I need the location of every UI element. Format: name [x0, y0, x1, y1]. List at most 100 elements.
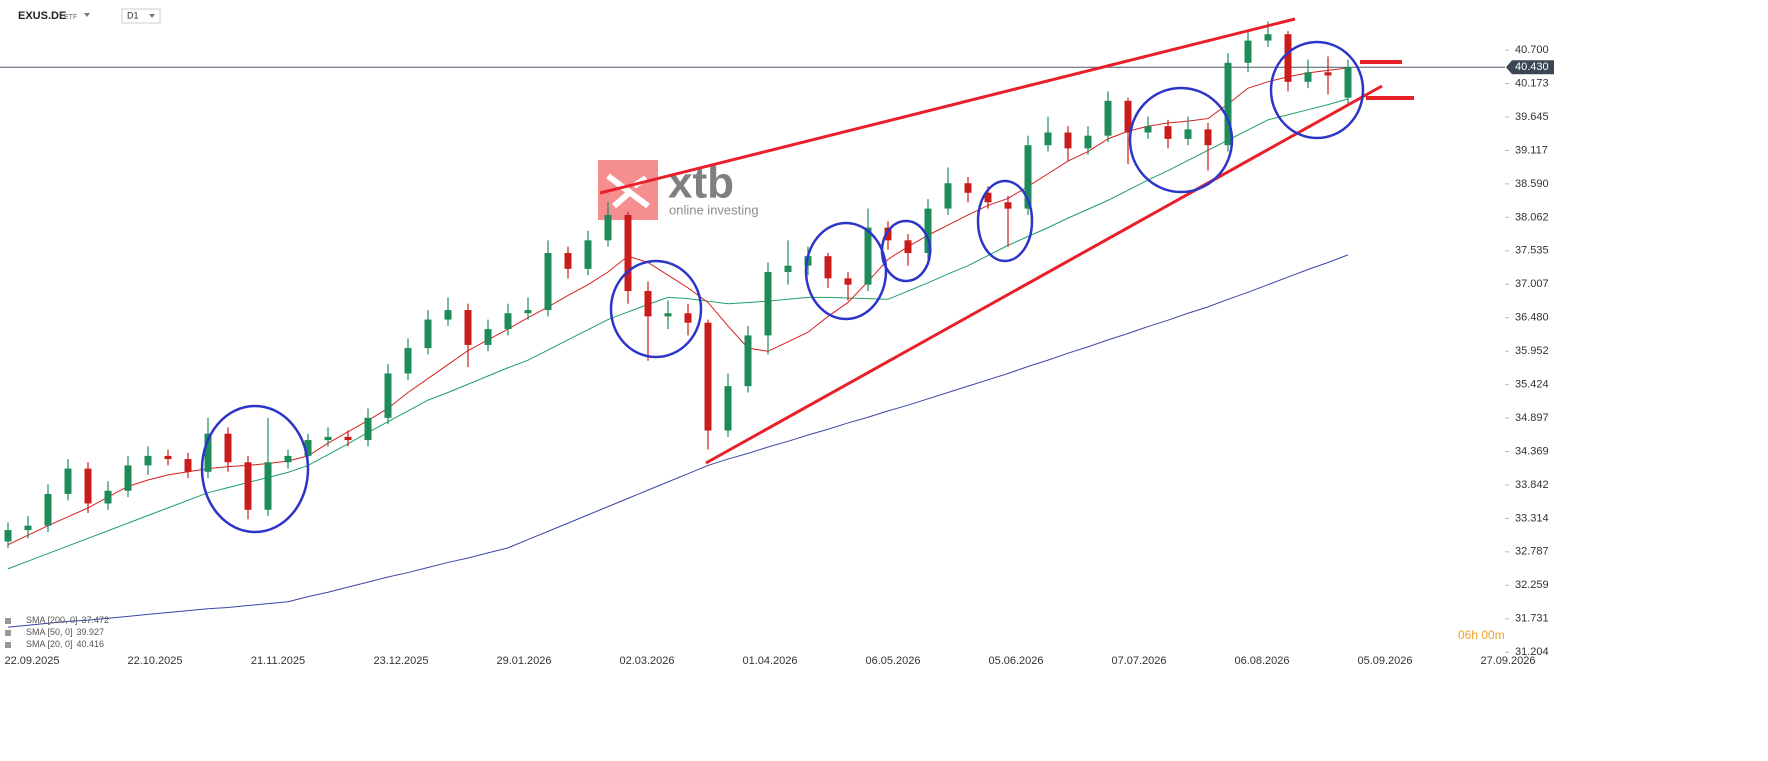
candle-body: [684, 313, 692, 323]
circle-mark: [1128, 86, 1234, 194]
candle-body: [324, 436, 332, 441]
x-tick-label: 06.08.2026: [1234, 655, 1289, 667]
candle-body: [124, 465, 132, 491]
candle-body: [884, 227, 892, 241]
candle-body: [944, 183, 952, 209]
candle-body: [1284, 34, 1292, 82]
candle-body: [1084, 135, 1092, 149]
candle-body: [244, 462, 252, 510]
candle-body: [444, 310, 452, 320]
candle-body: [164, 455, 172, 460]
y-tick-label: 34.369: [1515, 445, 1549, 457]
candle-body: [1204, 129, 1212, 146]
y-tick-label: 35.424: [1515, 379, 1549, 391]
candle-body: [224, 433, 232, 463]
last-price-label: 40.430: [1515, 61, 1549, 73]
candle-body: [144, 455, 152, 466]
candle-body: [1044, 132, 1052, 146]
candle-body: [524, 310, 532, 314]
x-tick-label: 29.01.2026: [496, 655, 551, 667]
x-tick-label: 05.09.2026: [1357, 655, 1412, 667]
candle-body: [984, 192, 992, 203]
candle-body: [564, 252, 572, 269]
y-tick-label: 39.645: [1515, 111, 1549, 123]
y-tick-label: 34.897: [1515, 412, 1549, 424]
y-tick-label: 32.259: [1515, 579, 1549, 591]
candle-body: [284, 455, 292, 463]
y-tick-label: 38.590: [1515, 178, 1549, 190]
candle-body: [1104, 100, 1112, 136]
x-tick-label: 07.07.2026: [1111, 655, 1166, 667]
candle-body: [644, 291, 652, 317]
plot: [0, 21, 1505, 628]
candle-body: [1184, 129, 1192, 139]
trend-line: [599, 17, 1296, 195]
countdown: 06h 00m: [1458, 628, 1505, 642]
x-tick-label: 27.09.2026: [1480, 655, 1535, 667]
legend-name: SMA [50, 0]: [26, 627, 73, 637]
legend-entry: SMA [200, 0] 37.472: [26, 615, 109, 625]
candle-body: [1144, 126, 1152, 133]
y-tick-label: 37.535: [1515, 245, 1549, 257]
candle-body: [404, 348, 412, 374]
candle-body: [504, 313, 512, 330]
y-tick-label: 39.117: [1515, 144, 1548, 156]
y-tick-label: 40.700: [1515, 44, 1549, 56]
legend-icon: [5, 642, 11, 648]
legend-name: SMA [20, 0]: [26, 639, 73, 649]
price-tag: [1506, 60, 1554, 75]
candle-body: [744, 335, 752, 387]
y-tick-label: 37.007: [1515, 278, 1549, 290]
candle-body: [24, 525, 32, 531]
y-tick-label: 31.204: [1515, 646, 1549, 658]
circle-mark: [804, 221, 888, 321]
candle-body: [664, 313, 672, 317]
candle-body: [904, 240, 912, 253]
dropdown-arrow[interactable]: [84, 13, 90, 17]
candle-body: [1064, 132, 1072, 149]
circle-mark: [880, 219, 932, 283]
candle-body: [84, 468, 92, 504]
sma-line: [7, 254, 1349, 628]
y-tick-label: 33.842: [1515, 479, 1549, 491]
interval-box[interactable]: [121, 8, 161, 24]
dropdown-arrow[interactable]: [149, 14, 155, 18]
candle-body: [704, 322, 712, 431]
candle-body: [624, 214, 632, 292]
legend-value: 37.472: [82, 615, 110, 625]
trend-line: [705, 84, 1383, 465]
candle-body: [544, 252, 552, 311]
candle-body: [1224, 62, 1232, 146]
legend-entry: SMA [50, 0] 39.927: [26, 627, 104, 637]
candle-body: [484, 329, 492, 345]
watermark: xtb online investing: [598, 159, 759, 220]
candle-body: [44, 493, 52, 526]
circle-mark: [976, 179, 1034, 263]
y-tick-label: 38.062: [1515, 211, 1549, 223]
legend-name: SMA [200, 0]: [26, 615, 78, 625]
watermark-subtitle: online investing: [669, 202, 759, 217]
candle-body: [264, 462, 272, 510]
y-tick-label: 35.952: [1515, 345, 1549, 357]
candle-body: [724, 386, 732, 431]
legend-icon: [5, 618, 11, 624]
candle-body: [424, 319, 432, 349]
candle-body: [464, 310, 472, 345]
y-tick-label: 33.314: [1515, 512, 1549, 524]
interval: D1: [127, 10, 139, 20]
candle-body: [1324, 72, 1332, 76]
candle-body: [204, 433, 212, 472]
x-tick-label: 22.10.2025: [127, 655, 182, 667]
candle-body: [584, 240, 592, 269]
candle-body: [304, 440, 312, 456]
symbol: EXUS.DE: [18, 10, 66, 22]
candle-body: [844, 278, 852, 285]
watermark-text: xtb: [668, 159, 734, 208]
candle-body: [344, 436, 352, 441]
candle-body: [824, 256, 832, 279]
circle-mark: [1269, 40, 1365, 140]
instrument-type: ETF: [64, 14, 77, 21]
x-tick-label: 23.12.2025: [373, 655, 428, 667]
candle-body: [1004, 202, 1012, 209]
